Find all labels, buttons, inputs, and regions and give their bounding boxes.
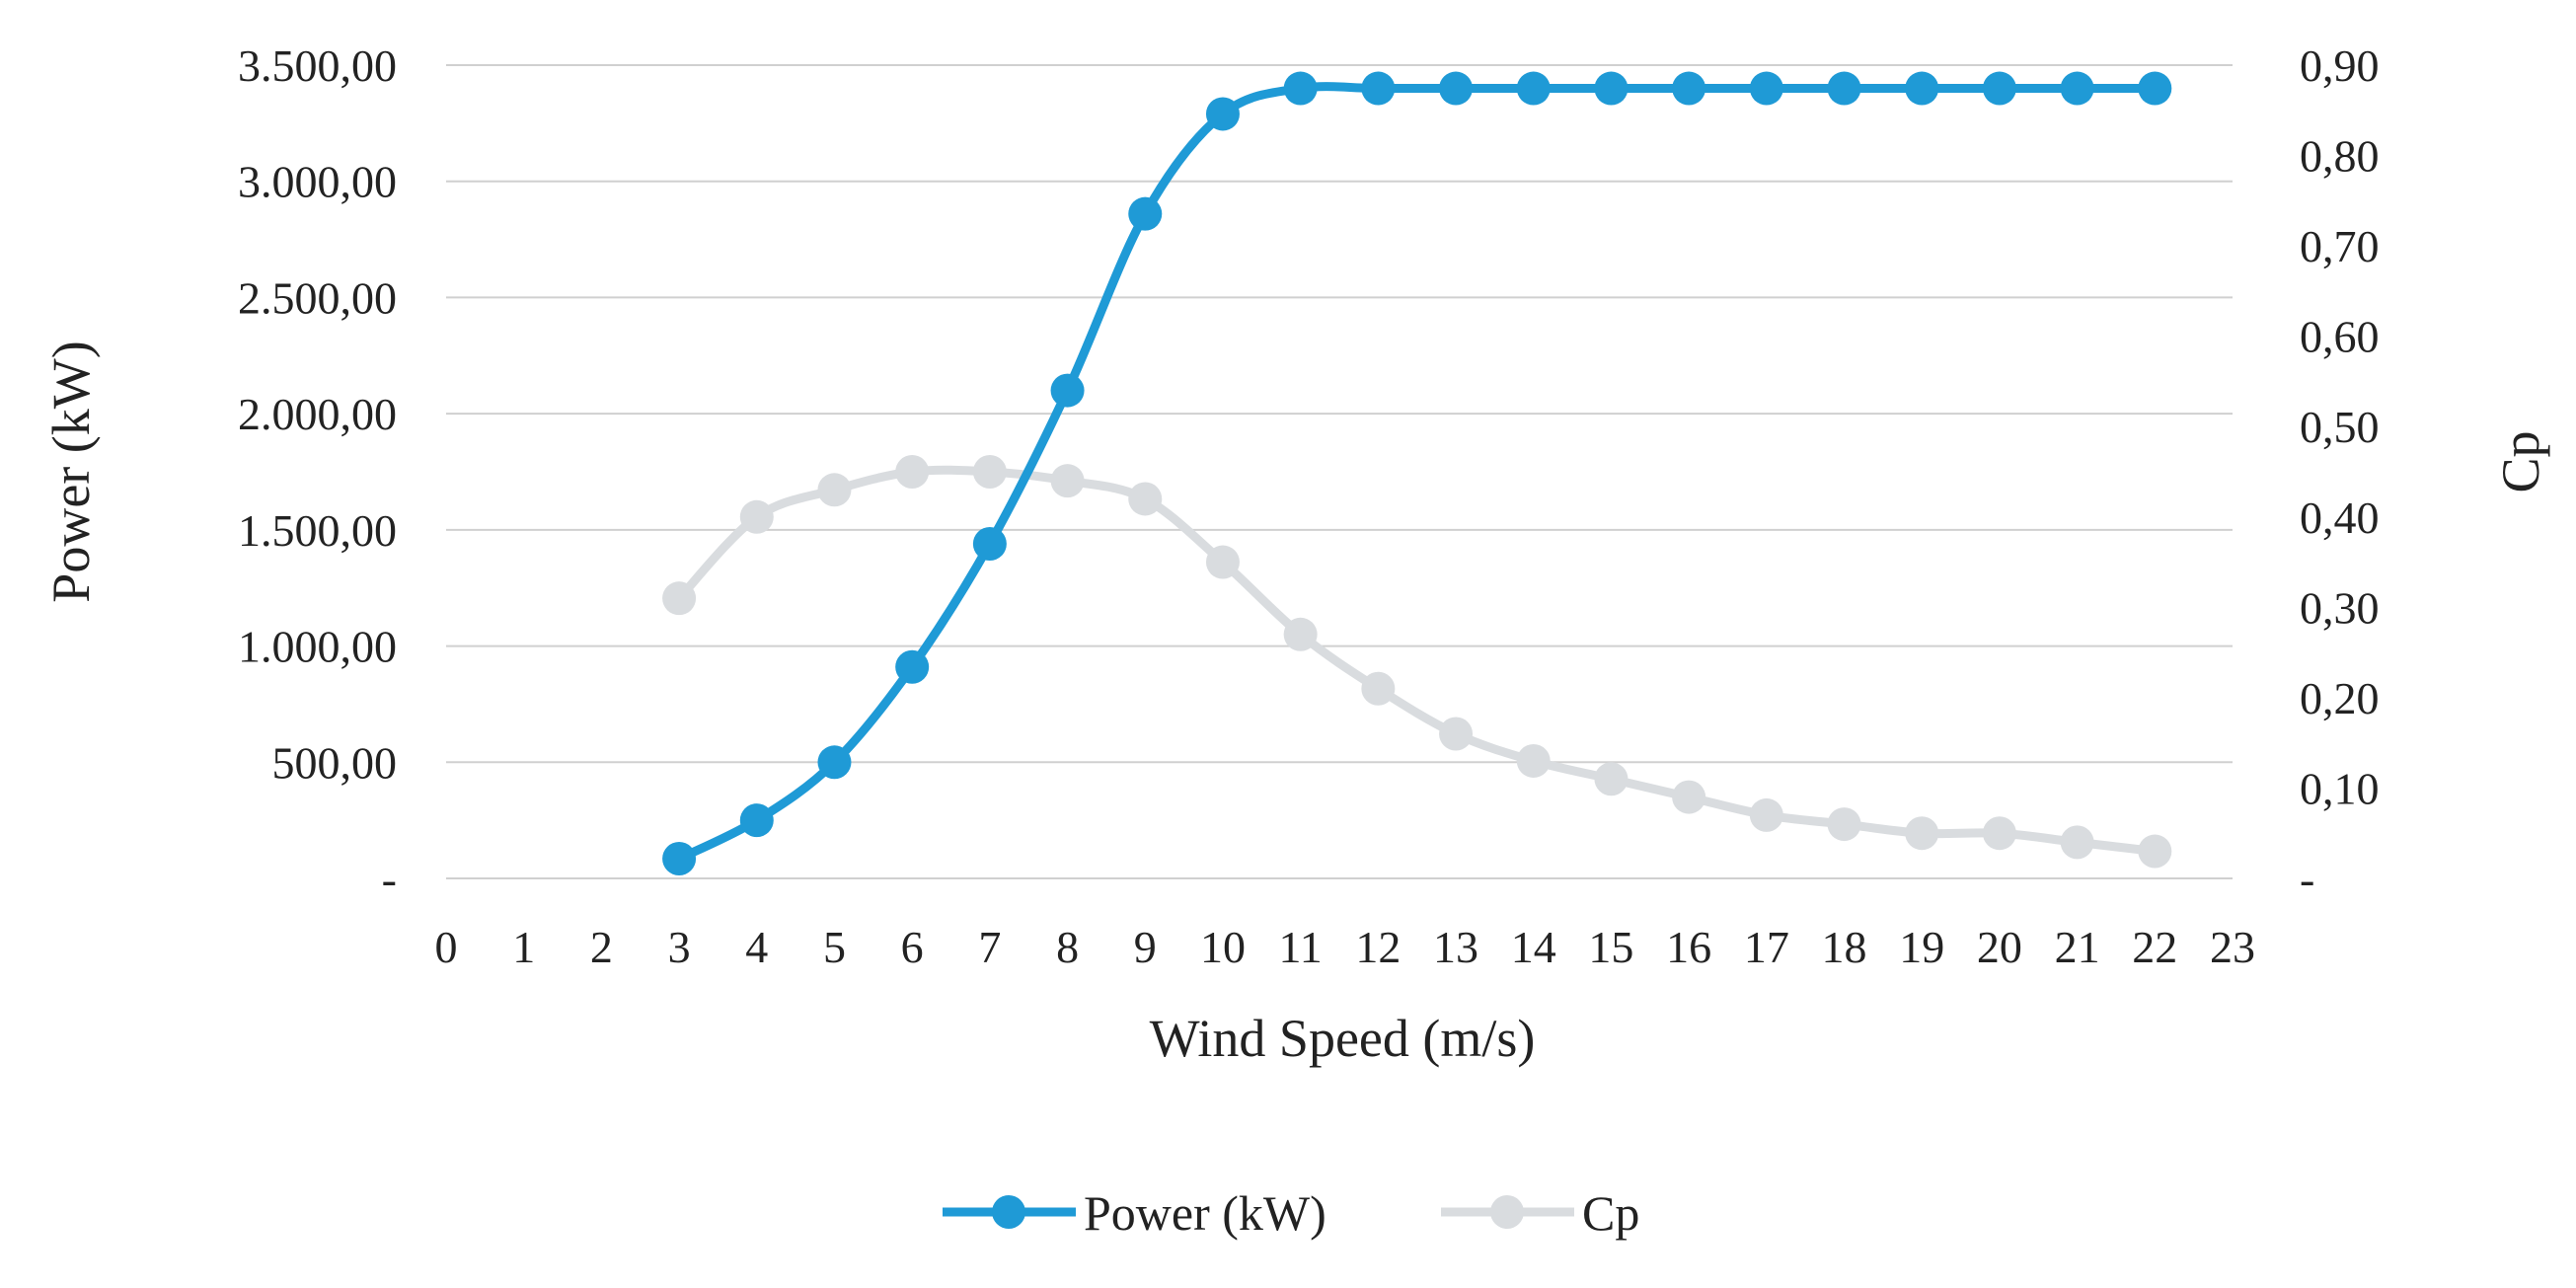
y2-tick-label-9: 0,90 bbox=[2300, 40, 2380, 91]
cp-point-3 bbox=[662, 581, 697, 616]
x-tick-label-11: 11 bbox=[1279, 922, 1323, 972]
y-tick-label-2: 1.000,00 bbox=[238, 622, 397, 672]
cp-point-8 bbox=[1050, 464, 1085, 498]
cp-point-21 bbox=[2060, 825, 2094, 860]
x-tick-label-20: 20 bbox=[1977, 922, 2022, 972]
y2-tick-label-2: 0,20 bbox=[2300, 673, 2380, 723]
y-tick-label-6: 3.000,00 bbox=[238, 157, 397, 207]
x-tick-label-3: 3 bbox=[668, 922, 691, 972]
power-point-18 bbox=[1827, 71, 1861, 106]
cp-point-18 bbox=[1827, 807, 1861, 842]
y-axis-title: Power (kW) bbox=[41, 341, 101, 602]
power-point-5 bbox=[817, 745, 852, 780]
x-tick-label-13: 13 bbox=[1433, 922, 1478, 972]
cp-series bbox=[662, 455, 2172, 869]
cp-point-20 bbox=[1982, 816, 2016, 851]
x-tick-label-19: 19 bbox=[1899, 922, 1944, 972]
y2-tick-label-8: 0,80 bbox=[2300, 131, 2380, 182]
y2-axis-ticks: - 0,10 0,20 0,30 0,40 0,50 0,60 0,70 0,80 0,90 bbox=[2300, 40, 2380, 904]
x-tick-label-6: 6 bbox=[901, 922, 924, 972]
y-tick-label-0: - bbox=[382, 854, 397, 904]
x-tick-label-16: 16 bbox=[1666, 922, 1711, 972]
x-tick-label-8: 8 bbox=[1056, 922, 1079, 972]
cp-point-19 bbox=[1905, 816, 1939, 851]
power-point-17 bbox=[1749, 71, 1783, 106]
y2-axis-title: Cp bbox=[2491, 430, 2550, 492]
x-tick-label-18: 18 bbox=[1822, 922, 1867, 972]
power-point-3 bbox=[662, 841, 697, 875]
x-axis-ticks: 0 1 2 3 4 5 6 7 8 9 10 11 12 13 14 15 16 17 18 19 20 21 22 23 bbox=[435, 922, 2256, 972]
x-tick-label-4: 4 bbox=[745, 922, 768, 972]
y2-tick-label-5: 0,50 bbox=[2300, 402, 2380, 452]
cp-point-13 bbox=[1439, 717, 1474, 751]
y-tick-label-7: 3.500,00 bbox=[238, 40, 397, 91]
x-tick-label-17: 17 bbox=[1744, 922, 1789, 972]
x-tick-label-7: 7 bbox=[978, 922, 1001, 972]
y2-tick-label-6: 0,60 bbox=[2300, 312, 2380, 362]
power-point-4 bbox=[739, 803, 774, 838]
x-tick-label-1: 1 bbox=[512, 922, 535, 972]
y-axis-ticks: - 500,00 1.000,00 1.500,00 2.000,00 2.500,00 3… bbox=[238, 40, 397, 904]
legend-label-power: Power (kW) bbox=[1084, 1185, 1326, 1241]
power-point-12 bbox=[1361, 71, 1396, 106]
y-tick-label-4: 2.000,00 bbox=[238, 389, 397, 439]
x-tick-label-0: 0 bbox=[435, 922, 458, 972]
legend-swatch-power-marker bbox=[992, 1195, 1025, 1229]
x-axis-title: Wind Speed (m/s) bbox=[1150, 1009, 1536, 1068]
x-tick-label-14: 14 bbox=[1511, 922, 1556, 972]
power-point-9 bbox=[1128, 196, 1163, 231]
power-point-6 bbox=[895, 649, 930, 684]
x-tick-label-10: 10 bbox=[1200, 922, 1246, 972]
y2-tick-label-4: 0,40 bbox=[2300, 492, 2380, 543]
cp-point-7 bbox=[972, 455, 1007, 489]
power-point-13 bbox=[1439, 71, 1474, 106]
power-point-7 bbox=[972, 526, 1007, 561]
gridlines bbox=[446, 64, 2233, 879]
cp-point-11 bbox=[1283, 617, 1318, 651]
x-tick-label-5: 5 bbox=[823, 922, 846, 972]
cp-point-9 bbox=[1128, 482, 1163, 516]
power-point-15 bbox=[1594, 71, 1629, 106]
cp-point-17 bbox=[1749, 797, 1783, 832]
power-point-8 bbox=[1050, 373, 1085, 408]
y2-tick-label-1: 0,10 bbox=[2300, 763, 2380, 813]
power-point-19 bbox=[1905, 71, 1939, 106]
cp-point-16 bbox=[1672, 780, 1706, 814]
cp-point-4 bbox=[739, 499, 774, 534]
power-point-16 bbox=[1672, 71, 1706, 106]
power-point-21 bbox=[2060, 71, 2094, 106]
legend-label-cp: Cp bbox=[1582, 1185, 1639, 1241]
cp-point-22 bbox=[2138, 834, 2172, 869]
y2-tick-label-0: - bbox=[2300, 854, 2314, 904]
y-tick-label-1: 500,00 bbox=[272, 737, 398, 788]
y2-tick-label-7: 0,70 bbox=[2300, 221, 2380, 271]
y-tick-label-3: 1.500,00 bbox=[238, 505, 397, 556]
x-tick-label-23: 23 bbox=[2210, 922, 2255, 972]
cp-point-6 bbox=[895, 455, 930, 489]
power-point-22 bbox=[2138, 71, 2172, 106]
cp-point-10 bbox=[1205, 545, 1240, 579]
cp-point-14 bbox=[1516, 743, 1551, 778]
x-tick-label-15: 15 bbox=[1588, 922, 1633, 972]
x-tick-label-2: 2 bbox=[590, 922, 613, 972]
x-tick-label-12: 12 bbox=[1355, 922, 1401, 972]
power-series bbox=[662, 71, 2172, 875]
x-tick-label-22: 22 bbox=[2132, 922, 2177, 972]
cp-point-12 bbox=[1361, 671, 1396, 706]
legend: Power (kW) Cp bbox=[943, 1185, 1639, 1241]
power-point-10 bbox=[1205, 97, 1240, 131]
power-point-14 bbox=[1516, 71, 1551, 106]
x-tick-label-9: 9 bbox=[1134, 922, 1157, 972]
cp-point-5 bbox=[817, 473, 852, 507]
x-tick-label-21: 21 bbox=[2055, 922, 2100, 972]
cp-point-15 bbox=[1594, 762, 1629, 796]
power-point-20 bbox=[1982, 71, 2016, 106]
power-point-11 bbox=[1283, 71, 1318, 106]
y-tick-label-5: 2.500,00 bbox=[238, 272, 397, 323]
legend-swatch-cp-marker bbox=[1490, 1195, 1524, 1229]
y2-tick-label-3: 0,30 bbox=[2300, 582, 2380, 633]
